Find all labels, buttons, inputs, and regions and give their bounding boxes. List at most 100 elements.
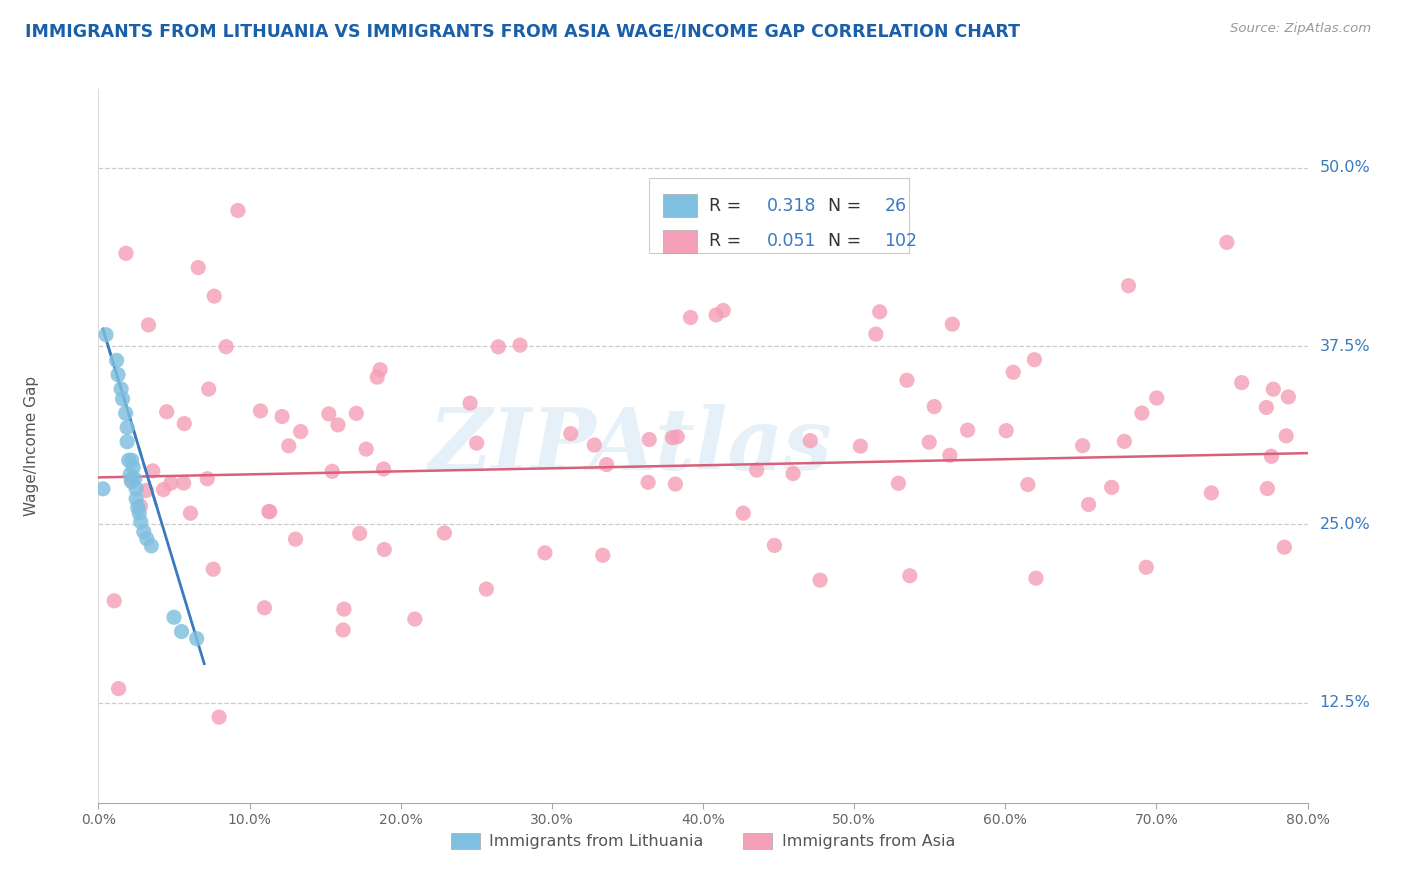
Point	[259, 505, 281, 519]
Point	[107, 681, 129, 696]
Point	[163, 610, 186, 624]
Point	[1135, 560, 1157, 574]
Point	[368, 362, 391, 376]
Point	[799, 434, 821, 448]
Point	[373, 462, 395, 476]
Point	[475, 582, 498, 596]
Point	[226, 203, 249, 218]
Point	[129, 499, 152, 513]
Point	[1146, 391, 1168, 405]
Point	[124, 472, 146, 486]
Point	[121, 475, 143, 489]
Point	[318, 407, 340, 421]
Point	[173, 476, 195, 491]
Point	[120, 473, 142, 487]
Point	[1201, 486, 1223, 500]
Text: 12.5%: 12.5%	[1320, 696, 1371, 710]
Text: R =: R =	[709, 196, 747, 214]
Point	[326, 417, 349, 432]
FancyBboxPatch shape	[648, 178, 908, 253]
Point	[1277, 390, 1299, 404]
Point	[433, 526, 456, 541]
Point	[195, 472, 218, 486]
Point	[939, 448, 962, 462]
Point	[141, 539, 163, 553]
Point	[1114, 434, 1136, 449]
Point	[111, 392, 134, 406]
Point	[1272, 540, 1295, 554]
Point	[1230, 376, 1253, 390]
Text: Source: ZipAtlas.com: Source: ZipAtlas.com	[1230, 22, 1371, 36]
Point	[941, 317, 963, 331]
Point	[128, 506, 150, 520]
Point	[197, 382, 219, 396]
Point	[333, 602, 356, 616]
Text: ZIPAtlas: ZIPAtlas	[429, 404, 832, 488]
Point	[290, 425, 312, 439]
Text: Wage/Income Gap: Wage/Income Gap	[24, 376, 39, 516]
Point	[160, 476, 183, 491]
Point	[763, 538, 786, 552]
Point	[122, 460, 145, 475]
Point	[922, 400, 945, 414]
Point	[135, 532, 157, 546]
Point	[808, 573, 831, 587]
Point	[366, 370, 388, 384]
Point	[156, 405, 179, 419]
Point	[121, 453, 143, 467]
Point	[179, 506, 201, 520]
Point	[173, 417, 195, 431]
Point	[138, 318, 160, 332]
Point	[186, 632, 208, 646]
Point	[1118, 278, 1140, 293]
Point	[865, 327, 887, 342]
Point	[129, 515, 152, 529]
Point	[142, 464, 165, 478]
Point	[125, 482, 148, 496]
Point	[1256, 482, 1278, 496]
Point	[249, 404, 271, 418]
Point	[321, 464, 343, 478]
Point	[995, 424, 1018, 438]
Point	[404, 612, 426, 626]
Point	[592, 548, 614, 562]
Point	[1002, 365, 1025, 379]
Point	[1256, 401, 1278, 415]
Bar	[664, 194, 697, 217]
Point	[94, 327, 117, 342]
Point	[349, 526, 371, 541]
Point	[115, 420, 138, 434]
Point	[849, 439, 872, 453]
Text: 102: 102	[884, 232, 917, 250]
Point	[110, 382, 132, 396]
Point	[284, 532, 307, 546]
Point	[103, 594, 125, 608]
Point	[666, 430, 689, 444]
Point	[202, 562, 225, 576]
Point	[486, 340, 509, 354]
Point	[704, 308, 727, 322]
Point	[509, 338, 531, 352]
Point	[125, 491, 148, 506]
Point	[170, 624, 193, 639]
Point	[661, 431, 683, 445]
Text: 0.318: 0.318	[768, 196, 817, 214]
Point	[120, 467, 142, 482]
Point	[118, 453, 141, 467]
Point	[887, 476, 910, 491]
Point	[637, 475, 659, 490]
Point	[202, 289, 225, 303]
Point	[344, 406, 367, 420]
Point	[458, 396, 481, 410]
Point	[956, 423, 979, 437]
Point	[1017, 477, 1039, 491]
Point	[733, 506, 755, 520]
Point	[1130, 406, 1153, 420]
Point	[595, 458, 617, 472]
Point	[560, 426, 582, 441]
Point	[208, 710, 231, 724]
Point	[679, 310, 702, 325]
Point	[583, 438, 606, 452]
Point	[115, 246, 138, 260]
Point	[132, 524, 155, 539]
